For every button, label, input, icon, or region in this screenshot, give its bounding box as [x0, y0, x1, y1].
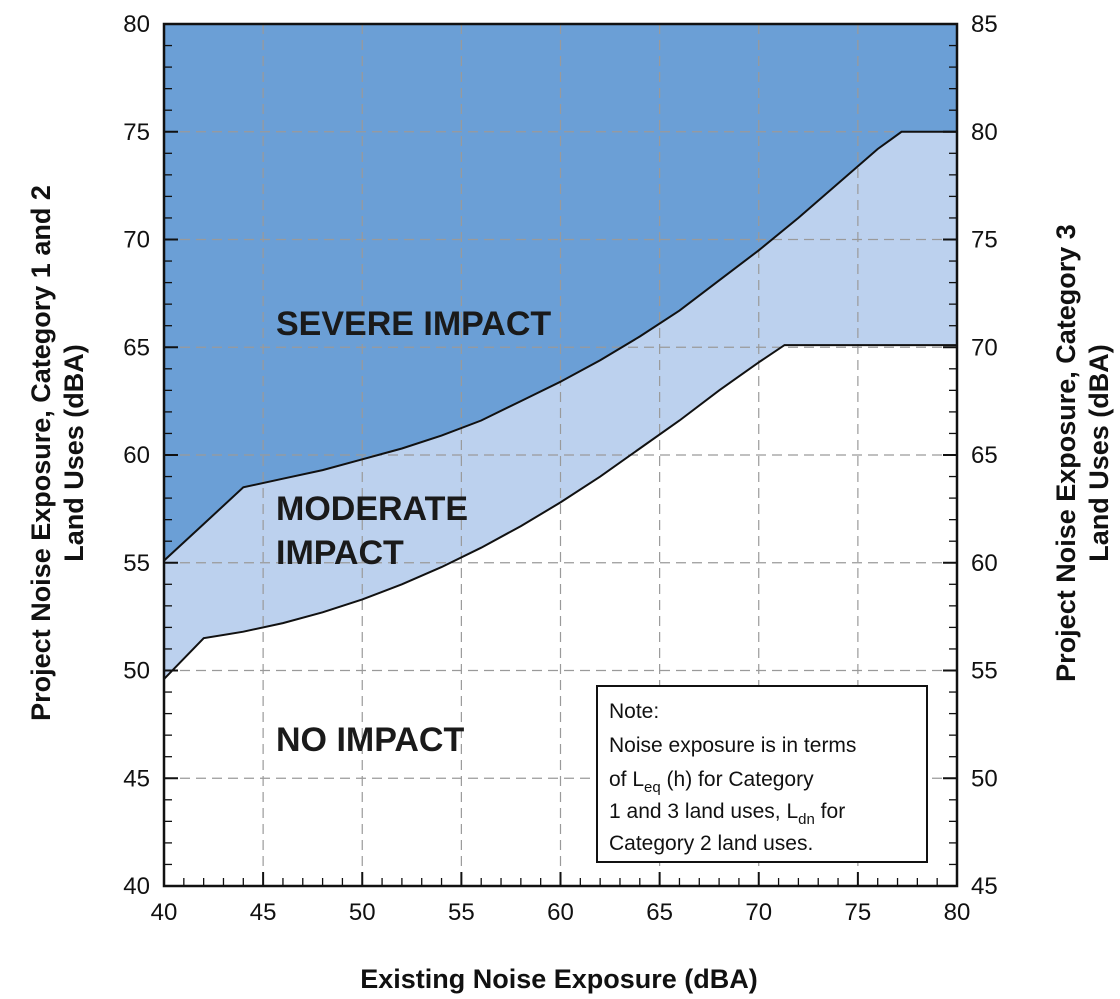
left-tick-label: 55 — [123, 550, 150, 577]
note-title: Note: — [609, 700, 659, 723]
severe-impact-label: SEVERE IMPACT — [276, 305, 551, 343]
x-tick-label: 50 — [349, 899, 376, 926]
right-axis-title: Project Noise Exposure, Category 3 Land … — [1051, 224, 1114, 682]
right-axis-title-line1: Project Noise Exposure, Category 3 — [1051, 224, 1081, 682]
right-tick-label: 60 — [971, 550, 998, 577]
note-line-2-post: (h) for Category — [661, 768, 814, 791]
moderate-impact-label-line1: MODERATE — [276, 490, 468, 528]
right-tick-label: 50 — [971, 765, 998, 792]
left-axis-title-line1: Project Noise Exposure, Category 1 and 2 — [26, 185, 56, 721]
note-line-3-sub: dn — [798, 811, 815, 828]
threshold-curves — [163, 130, 957, 680]
note-box: Note: Noise exposure is in terms of Leq … — [596, 685, 928, 863]
left-tick-label: 70 — [123, 227, 150, 254]
left-tick-label: 40 — [123, 873, 150, 900]
note-line-2-sub: eq — [644, 779, 661, 796]
left-axis-title: Project Noise Exposure, Category 1 and 2… — [26, 185, 89, 721]
right-tick-label: 55 — [971, 658, 998, 685]
left-tick-label: 65 — [123, 334, 150, 361]
x-tick-label: 45 — [250, 899, 277, 926]
x-tick-label: 70 — [745, 899, 772, 926]
right-tick-label: 85 — [971, 11, 998, 38]
axis-tick-labels: 40 45 50 55 60 65 70 75 804045505560657075804550… — [123, 11, 997, 926]
note-line-3-pre: 1 and 3 land uses, L — [609, 800, 798, 823]
note-line-3: 1 and 3 land uses, Ldn for — [609, 800, 845, 828]
note-line-2: of Leq (h) for Category — [609, 768, 814, 796]
note-line-4: Category 2 land uses. — [609, 832, 813, 855]
grid — [164, 24, 957, 886]
right-tick-label: 65 — [971, 442, 998, 469]
left-tick-label: 75 — [123, 119, 150, 146]
right-tick-label: 45 — [971, 873, 998, 900]
moderate-threshold-line — [163, 344, 957, 680]
x-tick-label: 40 — [151, 899, 178, 926]
right-tick-label: 80 — [971, 119, 998, 146]
x-tick-label: 80 — [944, 899, 971, 926]
left-tick-label: 50 — [123, 658, 150, 685]
left-tick-label: 60 — [123, 442, 150, 469]
x-tick-label: 65 — [646, 899, 673, 926]
x-tick-label: 55 — [448, 899, 475, 926]
note-box-frame — [596, 685, 928, 863]
right-tick-label: 75 — [971, 227, 998, 254]
severe-threshold-line — [163, 130, 957, 562]
note-line-3-post: for — [815, 800, 845, 823]
axis-ticks — [163, 23, 958, 887]
left-axis-title-line2: Land Uses (dBA) — [59, 344, 89, 562]
right-axis-title-line2: Land Uses (dBA) — [1084, 344, 1114, 562]
x-axis-title: Existing Noise Exposure (dBA) — [360, 964, 758, 994]
moderate-impact-label-line2: IMPACT — [276, 534, 404, 572]
no-impact-label: NO IMPACT — [276, 721, 464, 759]
note-line-2-pre: of L — [609, 768, 644, 791]
left-tick-label: 45 — [123, 765, 150, 792]
right-tick-label: 70 — [971, 334, 998, 361]
left-tick-label: 80 — [123, 11, 150, 38]
note-line-1: Noise exposure is in terms — [609, 734, 856, 757]
x-tick-label: 75 — [845, 899, 872, 926]
x-tick-label: 60 — [547, 899, 574, 926]
